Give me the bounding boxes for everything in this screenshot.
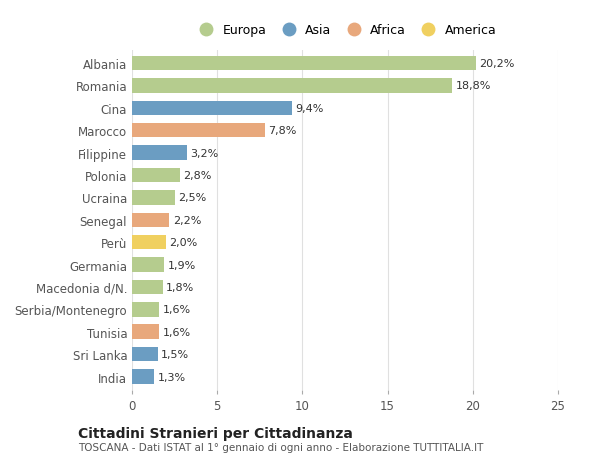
Bar (132, 280, 163, 295)
Text: 2,0%: 2,0% (169, 238, 198, 248)
Bar (132, 369, 154, 384)
Bar (132, 101, 292, 116)
Bar (132, 302, 159, 317)
Bar (132, 123, 265, 138)
Text: Cittadini Stranieri per Cittadinanza: Cittadini Stranieri per Cittadinanza (78, 426, 353, 440)
Text: 1,5%: 1,5% (161, 349, 189, 359)
Text: 2,8%: 2,8% (183, 171, 211, 181)
Text: TOSCANA - Dati ISTAT al 1° gennaio di ogni anno - Elaborazione TUTTITALIA.IT: TOSCANA - Dati ISTAT al 1° gennaio di og… (78, 442, 484, 453)
Text: 1,6%: 1,6% (163, 327, 191, 337)
Text: 1,6%: 1,6% (163, 305, 191, 315)
Legend: Europa, Asia, Africa, America: Europa, Asia, Africa, America (188, 19, 502, 42)
Bar (132, 213, 169, 228)
Text: 9,4%: 9,4% (296, 104, 324, 113)
Text: 1,9%: 1,9% (168, 260, 196, 270)
Text: 18,8%: 18,8% (456, 81, 491, 91)
Text: 1,8%: 1,8% (166, 282, 194, 292)
Bar (132, 56, 476, 71)
Bar (132, 190, 175, 205)
Text: 20,2%: 20,2% (479, 59, 515, 69)
Bar (132, 168, 180, 183)
Text: 2,2%: 2,2% (173, 215, 201, 225)
Bar (132, 325, 159, 339)
Bar (132, 347, 158, 362)
Bar (132, 146, 187, 161)
Bar (132, 235, 166, 250)
Text: 1,3%: 1,3% (158, 372, 185, 382)
Bar (132, 258, 164, 272)
Text: 7,8%: 7,8% (268, 126, 296, 136)
Text: 3,2%: 3,2% (190, 148, 218, 158)
Text: 2,5%: 2,5% (178, 193, 206, 203)
Bar (132, 79, 452, 94)
